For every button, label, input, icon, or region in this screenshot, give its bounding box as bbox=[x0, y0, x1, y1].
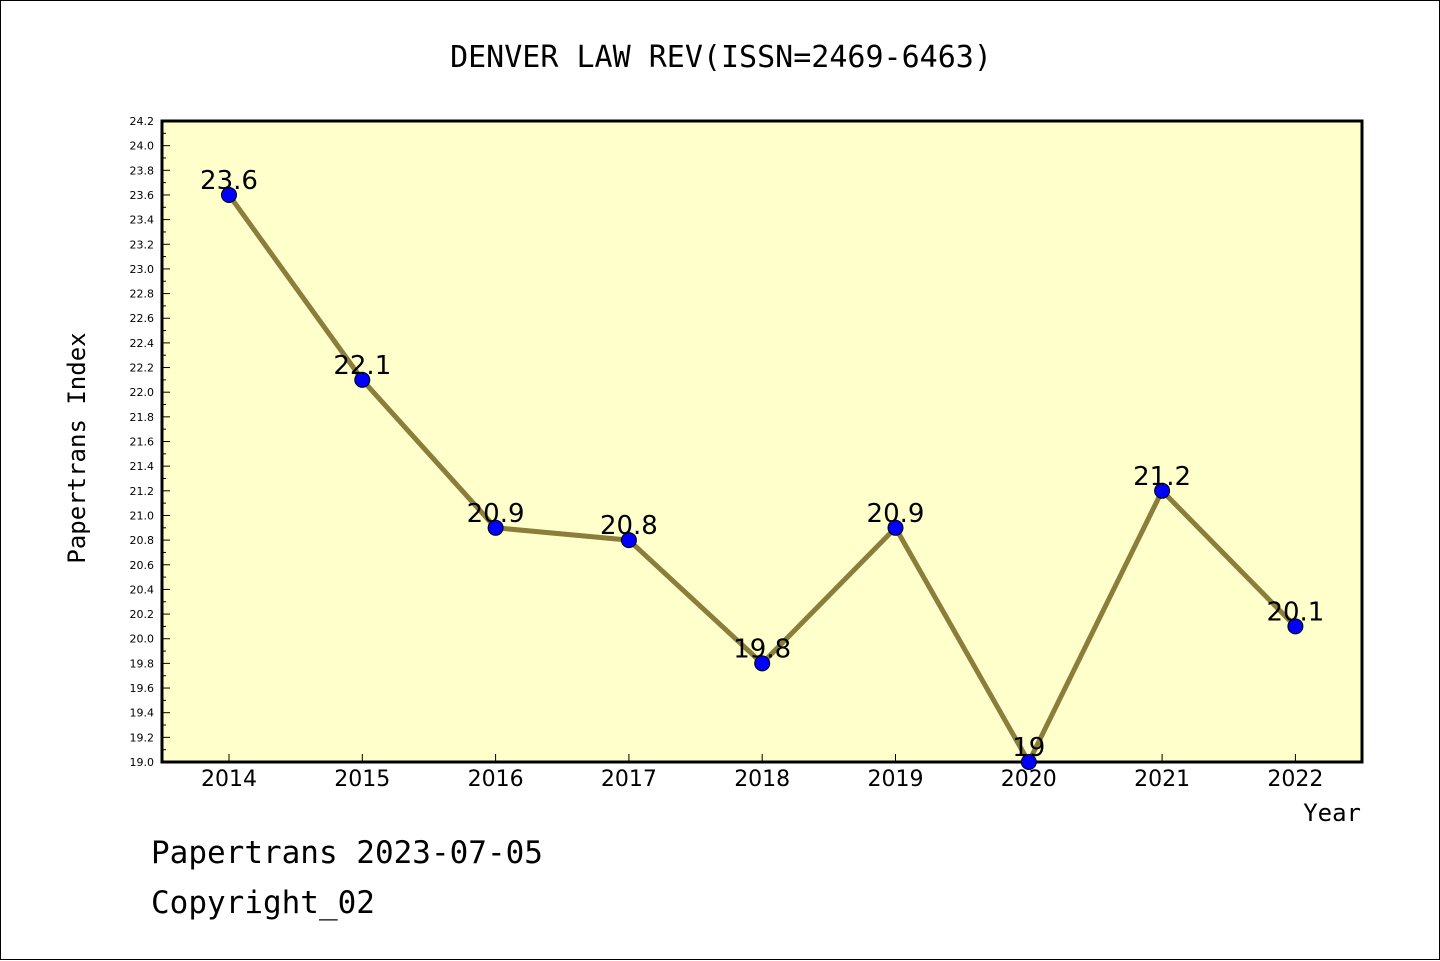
y-tick-label: 20.8 bbox=[130, 534, 155, 547]
y-tick-label: 22.4 bbox=[130, 337, 155, 350]
y-tick-label: 23.2 bbox=[130, 238, 155, 251]
data-point bbox=[754, 655, 771, 672]
data-label: 22.1 bbox=[333, 351, 391, 381]
y-tick-label: 23.0 bbox=[130, 263, 155, 276]
x-tick-label: 2016 bbox=[468, 767, 524, 792]
y-axis-label: Papertrans Index bbox=[63, 332, 91, 563]
data-point bbox=[1287, 618, 1304, 635]
data-point bbox=[1154, 482, 1171, 499]
y-tick-label: 22.8 bbox=[130, 288, 155, 301]
y-tick-label: 21.8 bbox=[130, 411, 155, 424]
data-label: 19.8 bbox=[733, 634, 791, 664]
data-label: 20.1 bbox=[1266, 597, 1324, 627]
data-point bbox=[354, 371, 371, 388]
y-tick-label: 22.0 bbox=[130, 386, 155, 399]
y-tick-label: 19.0 bbox=[130, 756, 155, 769]
data-label: 19 bbox=[1012, 733, 1045, 763]
data-point bbox=[221, 186, 237, 203]
y-tick-label: 22.2 bbox=[130, 362, 155, 375]
data-point bbox=[1020, 754, 1037, 770]
y-tick-label: 21.2 bbox=[130, 485, 155, 498]
x-tick-label: 2015 bbox=[334, 767, 390, 792]
y-tick-label: 19.6 bbox=[130, 682, 155, 695]
y-tick-label: 21.0 bbox=[130, 509, 155, 522]
chart-title: DENVER LAW REV(ISSN=2469-6463) bbox=[450, 40, 992, 75]
data-label: 20.9 bbox=[467, 499, 525, 529]
y-tick-label: 23.6 bbox=[130, 189, 155, 202]
data-point bbox=[887, 519, 904, 536]
x-tick-label: 2018 bbox=[734, 767, 790, 792]
y-tick-label: 24.2 bbox=[130, 115, 155, 128]
data-label: 20.8 bbox=[600, 511, 658, 541]
x-tick-label: 2020 bbox=[1001, 767, 1057, 792]
series-line-group: 23.6 22.1 20.9 20.8 19.8 20.9 19 21.2 20.1 bbox=[200, 166, 1324, 770]
data-point bbox=[620, 532, 637, 549]
x-tick-label: 2017 bbox=[601, 767, 657, 792]
x-tick-label: 2014 bbox=[201, 767, 257, 792]
y-tick-label: 24.0 bbox=[130, 140, 155, 153]
footer-date: Papertrans 2023-07-05 bbox=[151, 835, 543, 871]
y-tick-label: 19.8 bbox=[130, 657, 155, 670]
y-tick-label: 20.6 bbox=[130, 559, 155, 572]
y-tick-label: 19.4 bbox=[130, 707, 155, 720]
x-tick-label: 2022 bbox=[1267, 767, 1323, 792]
x-tick-label: 2021 bbox=[1134, 767, 1190, 792]
y-tick-label: 20.0 bbox=[130, 633, 155, 646]
x-axis: 2014 2015 2016 2017 2018 2019 2020 2021 2022 bbox=[201, 754, 1323, 792]
y-tick-label: 23.8 bbox=[130, 164, 155, 177]
x-tick-label: 2019 bbox=[868, 767, 924, 792]
data-point bbox=[487, 519, 504, 536]
x-axis-label: Year bbox=[1303, 799, 1361, 827]
data-label: 20.9 bbox=[867, 499, 925, 529]
data-label: 21.2 bbox=[1133, 462, 1191, 492]
y-axis: 19.0 19.2 19.4 19.6 19.8 20.0 20.2 20.4 20.6 20.8… bbox=[130, 115, 170, 769]
y-tick-label: 21.6 bbox=[130, 436, 155, 449]
y-tick-label: 20.4 bbox=[130, 583, 155, 596]
y-tick-label: 21.4 bbox=[130, 460, 155, 473]
y-tick-label: 19.2 bbox=[130, 731, 155, 744]
plot-area bbox=[160, 119, 1364, 764]
data-label: 23.6 bbox=[200, 166, 258, 196]
y-tick-label: 22.6 bbox=[130, 312, 155, 325]
footer-copyright: Copyright_02 bbox=[151, 885, 375, 921]
y-tick-label: 23.4 bbox=[130, 214, 155, 227]
y-tick-label: 20.2 bbox=[130, 608, 155, 621]
